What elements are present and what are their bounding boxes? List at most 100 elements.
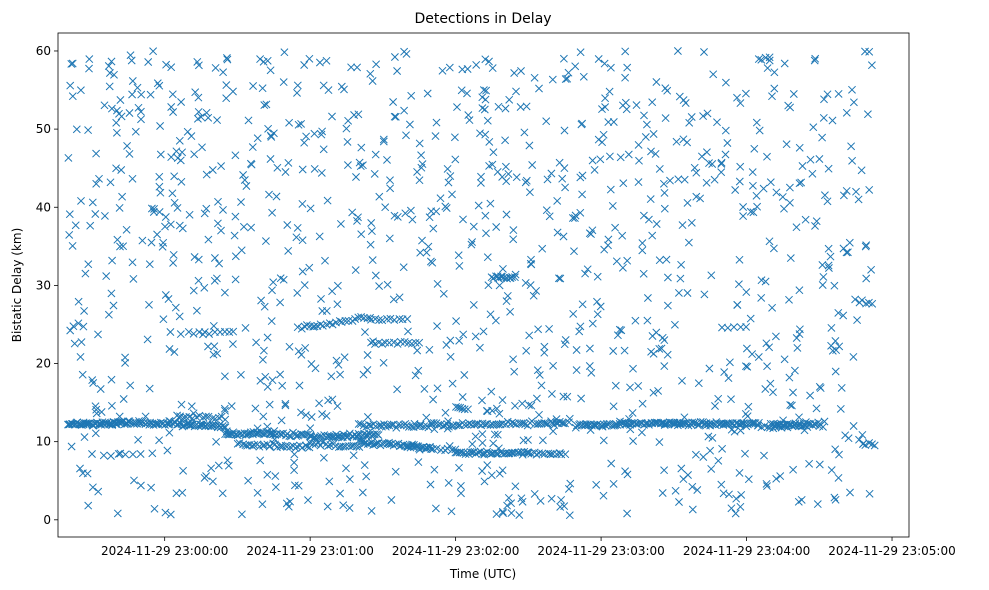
data-point [818, 261, 827, 269]
data-point [79, 322, 88, 331]
data-point [743, 362, 752, 371]
data-point [305, 263, 314, 272]
data-point [167, 103, 176, 111]
data-point [599, 130, 608, 139]
data-point [649, 349, 658, 358]
data-point [717, 168, 726, 177]
data-point [375, 316, 383, 324]
data-point [734, 280, 743, 289]
data-point [635, 156, 643, 165]
data-point [406, 443, 415, 452]
data-point [789, 90, 798, 98]
data-point [503, 501, 512, 510]
data-point [112, 128, 121, 137]
data-point [621, 73, 630, 82]
data-point [451, 155, 460, 164]
data-point [652, 220, 661, 228]
data-point [795, 143, 804, 152]
data-point [297, 350, 306, 359]
data-point [749, 208, 758, 217]
data-point [240, 176, 249, 184]
data-point [547, 389, 556, 398]
data-point [150, 504, 159, 513]
data-point [371, 422, 380, 431]
data-point [509, 355, 518, 364]
data-point [540, 342, 549, 351]
data-point [735, 255, 744, 264]
data-point [277, 416, 286, 425]
data-point [423, 89, 432, 98]
data-point [200, 209, 209, 218]
data-point [80, 306, 89, 315]
data-point [867, 61, 876, 70]
data-point [794, 497, 803, 506]
data-point [417, 151, 426, 160]
data-point [450, 133, 459, 142]
data-point [538, 244, 547, 253]
data-point [660, 204, 669, 213]
data-point [472, 60, 481, 69]
data-point [782, 140, 791, 149]
data-point [560, 340, 569, 349]
data-point [393, 212, 402, 221]
data-point [748, 168, 757, 177]
data-point [99, 451, 108, 460]
data-point [95, 174, 103, 183]
data-point [792, 223, 801, 232]
data-point [107, 401, 116, 410]
data-point [425, 345, 434, 354]
data-point [370, 169, 379, 178]
data-point [481, 55, 490, 64]
data-point [324, 442, 333, 450]
data-point [301, 411, 310, 420]
data-point [569, 309, 578, 318]
data-point [207, 464, 216, 473]
data-point [325, 477, 334, 486]
y-tick-label: 30 [36, 278, 51, 292]
data-point [535, 370, 544, 379]
data-point [576, 173, 585, 182]
data-point [80, 433, 89, 442]
data-point [150, 204, 159, 213]
data-point [247, 223, 256, 232]
data-point [149, 47, 158, 56]
data-point [189, 329, 198, 338]
data-point [385, 438, 393, 447]
data-point [471, 332, 480, 341]
data-point [478, 467, 487, 475]
data-point [604, 118, 613, 127]
data-point [735, 468, 744, 477]
data-point [772, 474, 781, 483]
data-point [136, 450, 145, 458]
data-point [806, 391, 815, 400]
data-point [797, 178, 806, 187]
data-point [195, 411, 204, 420]
data-point [145, 260, 154, 269]
x-tick-label: 2024-11-29 23:02:00 [392, 544, 519, 558]
data-point [458, 393, 467, 401]
data-point [200, 473, 209, 482]
data-point [422, 248, 431, 257]
data-point [117, 112, 126, 121]
data-point [333, 300, 342, 309]
data-point [677, 464, 686, 473]
y-tick-label: 10 [36, 435, 51, 449]
data-point [763, 64, 772, 73]
data-point [457, 489, 465, 498]
data-point [623, 256, 632, 265]
data-point [717, 159, 726, 168]
data-point [552, 415, 561, 424]
data-point [124, 417, 133, 426]
data-point [315, 58, 324, 67]
data-point [219, 205, 227, 214]
data-point [754, 353, 763, 361]
data-point [479, 86, 488, 95]
data-point [676, 274, 685, 283]
data-point [263, 422, 272, 431]
data-point [816, 384, 825, 393]
data-point [141, 412, 150, 421]
data-point [367, 506, 376, 515]
data-point [660, 466, 669, 475]
data-point [720, 368, 729, 377]
data-point [518, 399, 527, 408]
